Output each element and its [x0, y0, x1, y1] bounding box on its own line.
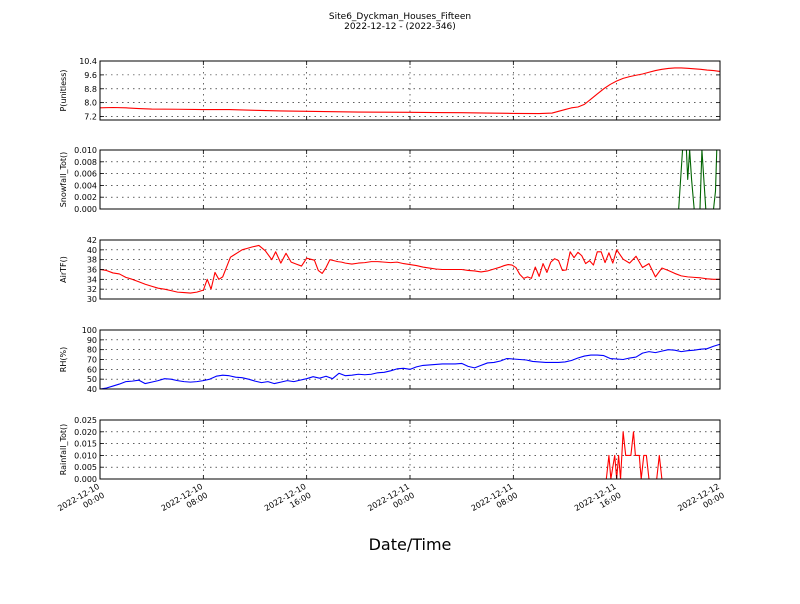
- x-tick-label: 2022-12-1200:00: [676, 482, 726, 522]
- y-tick-label: 70: [87, 356, 97, 365]
- y-tick-label: 40: [87, 385, 97, 394]
- y-tick-label: 0.000: [74, 205, 97, 214]
- series-line-3: [99, 244, 720, 294]
- y-tick-label: 80: [87, 346, 97, 355]
- y-tick-label: 100: [82, 326, 97, 335]
- x-tick-label: 2022-12-1000:00: [56, 482, 106, 522]
- y-tick-label: 0.015: [74, 440, 97, 449]
- y-axis-label: P(unitless): [59, 69, 68, 111]
- x-tick-label: 2022-12-1016:00: [263, 482, 313, 522]
- y-tick-label: 9.6: [84, 71, 97, 80]
- y-tick-label: 90: [87, 336, 97, 345]
- y-tick-label: 7.2: [84, 113, 97, 122]
- y-tick-label: 0.008: [74, 158, 97, 167]
- y-tick-label: 32: [87, 285, 97, 294]
- y-tick-label: 50: [87, 375, 97, 384]
- y-tick-label: 8.0: [84, 99, 97, 108]
- y-tick-label: 10.4: [79, 57, 97, 66]
- series-line-4: [99, 343, 721, 390]
- y-tick-label: 0.010: [74, 451, 97, 460]
- panel-1: 7.2 8.0 8.8 9.6 10.4 P(unitless): [59, 57, 721, 122]
- x-tick-label: 2022-12-1116:00: [573, 482, 623, 522]
- y-axis-label: Rainfall_Tot(): [59, 424, 68, 476]
- series-line-1: [99, 67, 721, 115]
- y-tick-label: 30: [87, 295, 97, 304]
- figure-title: Site6_Dyckman_Houses_Fifteen: [329, 12, 471, 22]
- y-axis-label: Snowfall_Tot(): [59, 152, 68, 208]
- figure-subtitle: 2022-12-12 - (2022-346): [344, 22, 456, 32]
- y-tick-label: 38: [87, 256, 97, 265]
- x-tick-label: 2022-12-1008:00: [160, 482, 210, 522]
- x-tick-label: 2022-12-1100:00: [366, 482, 416, 522]
- y-tick-label: 0.006: [74, 170, 97, 179]
- y-tick-label: 34: [87, 275, 97, 284]
- x-axis-label: Date/Time: [369, 535, 452, 554]
- y-tick-label: 0.000: [74, 475, 97, 484]
- panels-group: 7.28.08.89.610.4P(unitless)0.0000.0020.0…: [56, 57, 726, 522]
- y-tick-label: 0.025: [74, 416, 97, 425]
- y-axis-label: AirTF(): [59, 256, 68, 283]
- y-tick-label: 0.010: [74, 146, 97, 155]
- y-tick-label: 42: [87, 236, 97, 245]
- panel-2: 0.000 0.002 0.004 0.006 0.008 0.010 Snowfall_T…: [59, 146, 721, 214]
- y-tick-label: 60: [87, 365, 97, 374]
- y-tick-label: 8.8: [84, 85, 97, 94]
- y-tick-label: 0.002: [74, 193, 97, 202]
- y-tick-label: 36: [87, 266, 97, 275]
- y-tick-label: 0.005: [74, 463, 97, 472]
- series-line-5: [100, 431, 720, 480]
- y-tick-label: 0.004: [74, 181, 97, 190]
- y-axis-label: RH(%): [59, 347, 68, 372]
- y-tick-label: 40: [87, 246, 97, 255]
- y-tick-label: 0.020: [74, 428, 97, 437]
- x-tick-label: 2022-12-1108:00: [470, 482, 520, 522]
- panel-5: 0.000 0.005 0.010 0.015 0.020 0.025 Rainfall_T…: [59, 416, 721, 484]
